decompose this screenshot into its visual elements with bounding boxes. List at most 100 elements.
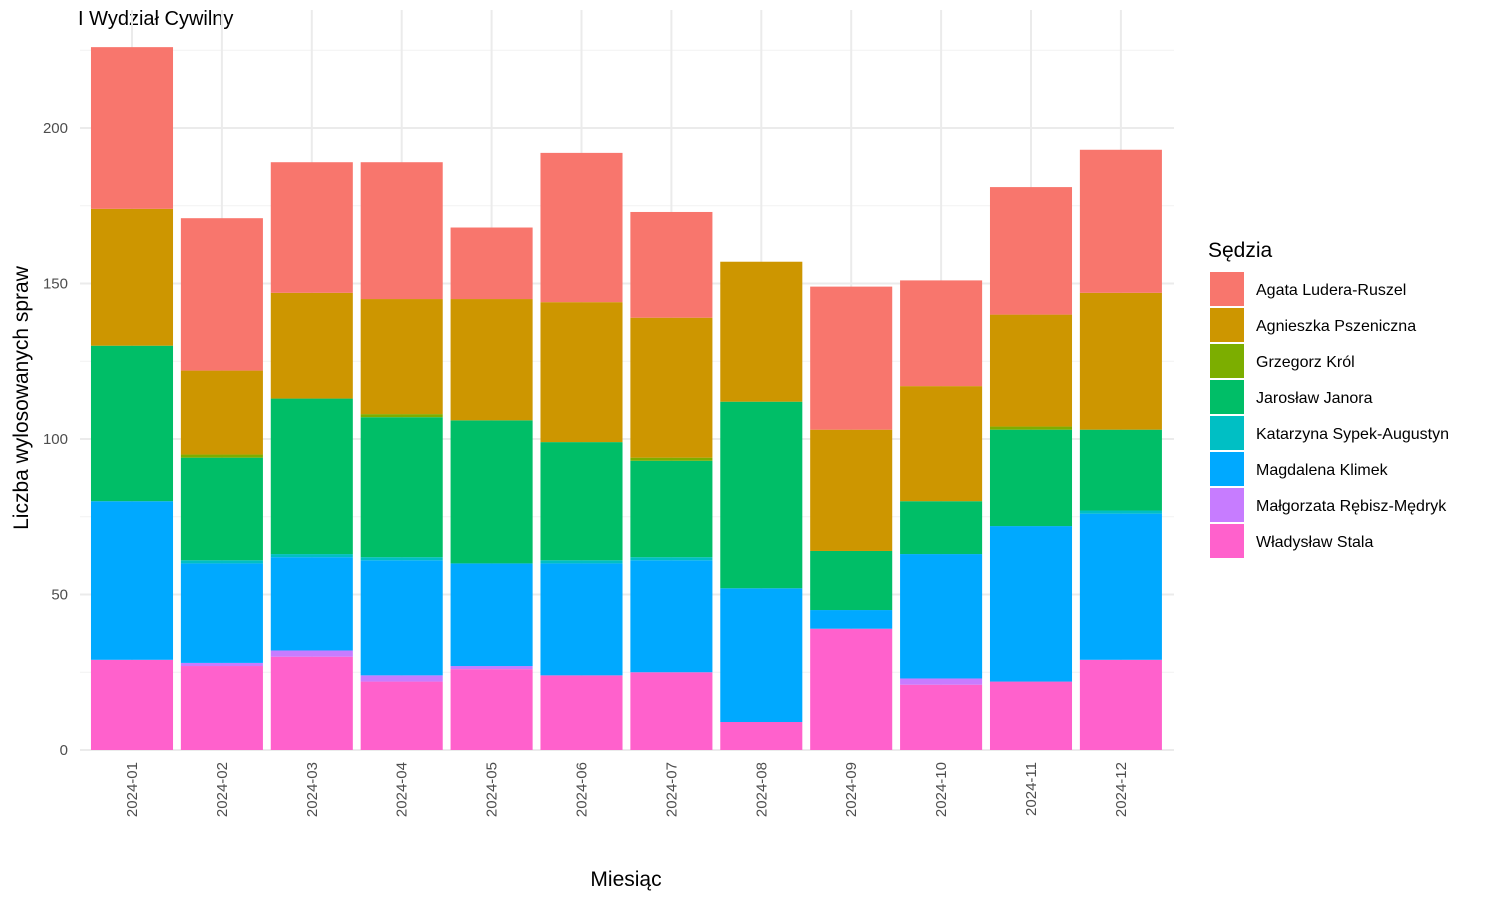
bar-segment xyxy=(180,560,263,564)
y-axis-ticks: 0 50 100 150 200 xyxy=(43,120,68,759)
bar-segment xyxy=(540,152,623,303)
x-tick-label: 2024-05 xyxy=(484,762,501,817)
bar-segment xyxy=(810,429,893,551)
legend-swatch xyxy=(1210,380,1244,414)
legend-label: Agnieszka Pszeniczna xyxy=(1256,318,1416,335)
bar-segment xyxy=(360,675,443,682)
bar-segment xyxy=(270,398,353,555)
y-axis-title: Liczba wylosowanych spraw xyxy=(10,265,33,530)
x-tick-label: 2024-11 xyxy=(1023,762,1040,816)
bar-segment xyxy=(450,299,533,421)
x-tick-label: 2024-09 xyxy=(843,762,860,817)
legend-label: Grzegorz Król xyxy=(1256,354,1355,371)
bar-segment xyxy=(90,47,174,209)
bar-segment xyxy=(540,560,623,564)
x-tick-label: 2024-03 xyxy=(304,762,321,817)
bar-segment xyxy=(90,345,174,502)
bar-segment xyxy=(810,610,893,629)
bar-segment xyxy=(630,557,713,561)
x-tick-label: 2024-10 xyxy=(933,762,950,817)
legend-label: Agata Ludera-Ruszel xyxy=(1256,282,1406,299)
legend-swatch xyxy=(1210,416,1244,450)
bar-segment xyxy=(540,302,623,443)
bar-segment xyxy=(450,227,533,300)
bar-segment xyxy=(720,401,803,589)
y-tick-label: 50 xyxy=(51,587,68,604)
bar-segment xyxy=(630,560,713,673)
bar-segment xyxy=(810,550,893,611)
legend-label: Katarzyna Sypek-Augustyn xyxy=(1256,426,1449,443)
bar-segment xyxy=(450,669,533,750)
x-axis-title: Miesiąc xyxy=(590,868,661,891)
bar-segment xyxy=(90,208,174,346)
y-tick-label: 200 xyxy=(43,120,68,137)
bar-segment xyxy=(360,681,443,750)
legend-swatch xyxy=(1210,272,1244,306)
bar-segment xyxy=(450,666,533,670)
bar-segment xyxy=(900,678,983,685)
bar-segment xyxy=(180,370,263,455)
bar-segment xyxy=(360,414,443,418)
bar-segment xyxy=(989,426,1073,430)
bar-segment xyxy=(540,563,623,676)
bars xyxy=(90,47,1162,750)
bar-segment xyxy=(540,675,623,750)
x-tick-label: 2024-02 xyxy=(214,762,231,817)
bar-segment xyxy=(630,457,713,461)
legend-label: Władysław Stala xyxy=(1256,534,1373,551)
bar-segment xyxy=(1079,429,1162,511)
bar-segment xyxy=(270,554,353,558)
bar-segment xyxy=(1079,513,1162,660)
bar-segment xyxy=(540,442,623,561)
bar-segment xyxy=(630,317,713,458)
legend-label: Magdalena Klimek xyxy=(1256,462,1389,479)
bar-segment xyxy=(900,280,983,387)
bar-segment xyxy=(180,457,263,561)
bar-segment xyxy=(360,417,443,558)
chart-title: I Wydział Cywilny xyxy=(78,8,234,30)
bar-segment xyxy=(630,460,713,558)
legend-label: Jarosław Janora xyxy=(1256,390,1373,407)
bar-segment xyxy=(989,429,1073,527)
bar-segment xyxy=(720,722,803,750)
bar-segment xyxy=(720,588,803,723)
bar-segment xyxy=(360,299,443,415)
bar-segment xyxy=(180,563,263,663)
bar-segment xyxy=(989,187,1073,315)
legend-swatch xyxy=(1210,308,1244,342)
bar-segment xyxy=(360,557,443,561)
bar-segment xyxy=(1079,149,1162,293)
bar-segment xyxy=(900,501,983,555)
bar-segment xyxy=(900,684,983,750)
bar-segment xyxy=(270,162,353,293)
y-tick-label: 100 xyxy=(43,431,68,448)
bar-segment xyxy=(810,286,893,430)
bar-segment xyxy=(1079,292,1162,430)
bar-segment xyxy=(720,261,803,402)
bar-segment xyxy=(180,662,263,667)
bar-segment xyxy=(90,659,174,750)
bar-segment xyxy=(90,501,174,660)
bar-segment xyxy=(180,218,263,371)
bar-segment xyxy=(810,628,893,750)
bar-segment xyxy=(989,314,1073,427)
legend-swatch xyxy=(1210,488,1244,522)
legend-swatch xyxy=(1210,344,1244,378)
bar-segment xyxy=(360,560,443,676)
x-tick-label: 2024-06 xyxy=(574,762,591,817)
x-tick-label: 2024-12 xyxy=(1113,762,1130,817)
bar-segment xyxy=(180,666,263,750)
bar-segment xyxy=(630,672,713,750)
bar-segment xyxy=(989,681,1073,750)
x-tick-label: 2024-04 xyxy=(394,762,411,817)
legend-swatch xyxy=(1210,452,1244,486)
y-tick-label: 0 xyxy=(60,742,68,759)
x-tick-label: 2024-08 xyxy=(753,762,770,817)
bar-segment xyxy=(450,563,533,667)
legend-title: Sędzia xyxy=(1208,239,1273,262)
bar-segment xyxy=(180,454,263,458)
x-tick-label: 2024-07 xyxy=(663,762,680,817)
x-tick-label: 2024-01 xyxy=(124,762,141,817)
legend: Sędzia Agata Ludera-Ruszel Agnieszka Pszen… xyxy=(1208,239,1449,558)
